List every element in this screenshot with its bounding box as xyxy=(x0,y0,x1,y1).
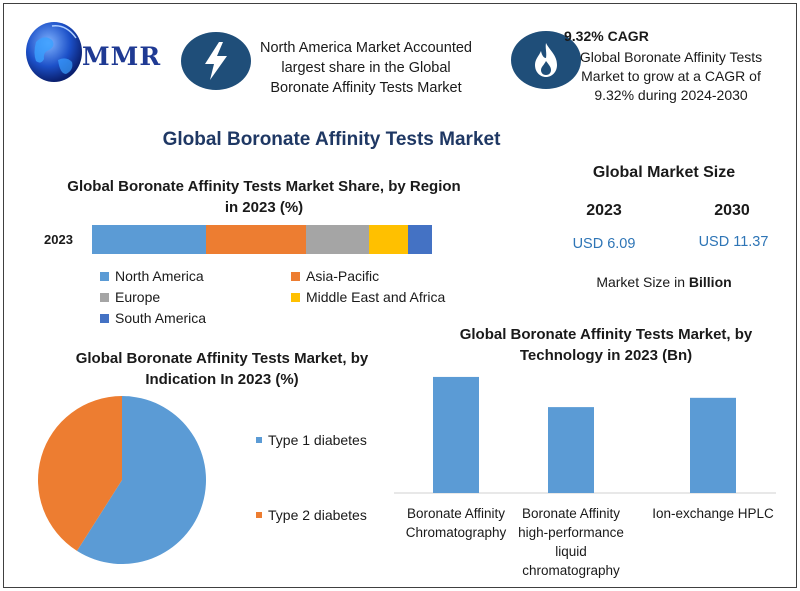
market-size-title: Global Market Size xyxy=(592,164,736,181)
technology-category-label-line: high-performance xyxy=(518,525,624,540)
pie-slice-type-1-diabetes xyxy=(76,396,206,564)
technology-chart-title: Global Boronate Affinity Tests Market, b… xyxy=(459,326,753,364)
legend-item-type1: Type 1 diabetes xyxy=(256,432,367,448)
region-bar-segment-north-america xyxy=(92,225,206,254)
legend-swatch xyxy=(256,437,262,443)
technology-bar-chart xyxy=(394,376,776,494)
info1-badge xyxy=(181,32,251,90)
market-size-value-2023: USD 6.09 xyxy=(572,236,636,252)
legend-item-north-america: North America xyxy=(100,268,204,284)
technology-bar-2 xyxy=(548,407,594,493)
technology-category-label-line: Chromatography xyxy=(405,525,507,540)
info1-text: North America Market Accounted largest s… xyxy=(260,40,472,96)
indication-chart-title: Global Boronate Affinity Tests Market, b… xyxy=(75,350,369,388)
market-size-note: Market Size in Billion xyxy=(564,274,764,290)
technology-bar-1 xyxy=(433,376,479,493)
legend-swatch xyxy=(291,292,300,302)
legend-label: Middle East and Africa xyxy=(306,289,446,305)
technology-category-label-line: chromatography xyxy=(522,563,620,578)
legend-item-south-america: South America xyxy=(100,310,206,326)
technology-category-label-line: liquid xyxy=(555,544,587,559)
region-bar-segment-middle-east-and-africa xyxy=(369,225,409,254)
technology-category-label-line: Boronate Affinity xyxy=(521,506,621,521)
technology-category-label-line: Ion-exchange HPLC xyxy=(652,506,774,521)
market-size-year-2023: 2023 xyxy=(586,202,622,219)
legend-item-type2: Type 2 diabetes xyxy=(256,507,367,523)
info2-badge xyxy=(511,31,581,89)
legend-item-europe: Europe xyxy=(100,289,160,305)
pie-slice-type-2-diabetes xyxy=(37,396,122,551)
info2-text: Global Boronate Affinity Tests Market to… xyxy=(579,49,763,103)
region-chart-category-label: 2023 xyxy=(44,232,73,247)
market-size-unit: Billion xyxy=(688,274,732,290)
region-bar-segment-south-america xyxy=(408,225,432,254)
globe-icon xyxy=(26,22,82,82)
technology-bar-3 xyxy=(690,397,736,493)
legend-label: Type 1 diabetes xyxy=(268,432,367,448)
legend-item-asia-pacific: Asia-Pacific xyxy=(291,268,379,284)
technology-category-label: Ion-exchange HPLC xyxy=(648,504,778,523)
technology-category-label-line: Boronate Affinity xyxy=(406,506,506,521)
legend-label: Type 2 diabetes xyxy=(268,507,367,523)
region-bar-segment-asia-pacific xyxy=(205,225,307,254)
market-size-year-2030: 2030 xyxy=(714,202,750,219)
legend-label: Asia-Pacific xyxy=(306,268,380,284)
legend-swatch xyxy=(100,313,109,323)
region-chart-title: Global Boronate Affinity Tests Market Sh… xyxy=(67,178,461,216)
legend-swatch xyxy=(256,512,262,518)
technology-category-label: Boronate Affinity high-performance liquid c… xyxy=(506,504,636,580)
lightning-bolt-icon xyxy=(205,42,227,80)
indication-pie-chart xyxy=(37,396,206,564)
region-bar-segment-europe xyxy=(306,225,370,254)
market-size-note-text: Market Size in xyxy=(596,274,689,290)
infographic-frame: MMR North America Market Accounted large… xyxy=(3,3,797,588)
company-logo xyxy=(22,14,172,104)
legend-label: South America xyxy=(115,310,207,326)
logo-text: MMR xyxy=(82,42,162,71)
legend-swatch xyxy=(100,292,109,302)
legend-item-mea: Middle East and Africa xyxy=(291,289,445,305)
market-size-value-2030: USD 11.37 xyxy=(698,234,769,250)
legend-swatch xyxy=(100,271,109,281)
page-title: Global Boronate Affinity Tests Market xyxy=(162,129,501,150)
flame-icon xyxy=(535,43,557,77)
legend-label: North America xyxy=(115,268,204,284)
legend-label: Europe xyxy=(115,289,161,305)
legend-swatch xyxy=(291,271,300,281)
technology-category-label: Boronate Affinity Chromatography xyxy=(391,504,521,542)
region-stacked-bar xyxy=(92,225,432,254)
cagr-headline: 9.32% CAGR xyxy=(564,28,649,44)
